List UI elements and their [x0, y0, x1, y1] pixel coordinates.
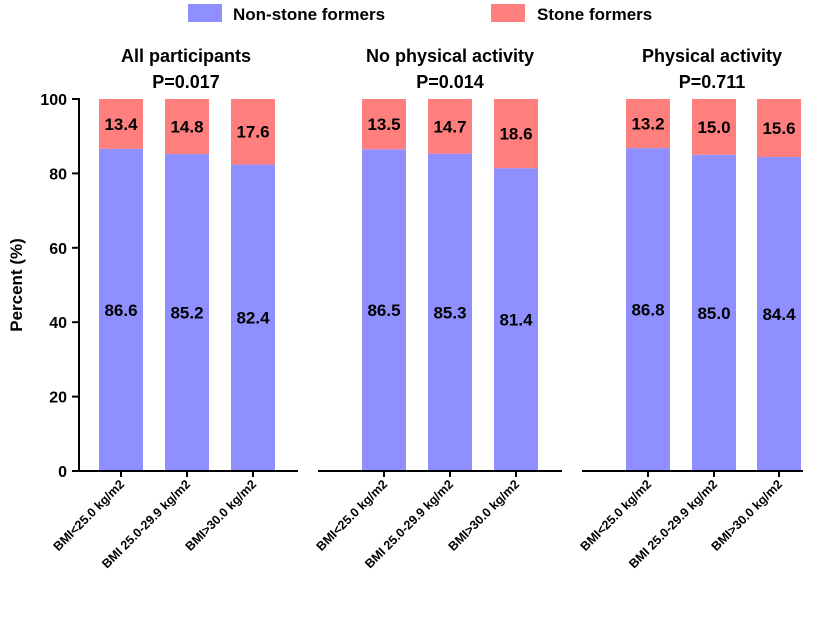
bar-non-stone — [757, 157, 801, 472]
x-tick-label: BMI<25.0 kg/m2 — [578, 477, 655, 554]
bar-non-stone — [362, 149, 406, 471]
bar-stone — [757, 99, 801, 158]
bar-non-stone — [692, 154, 736, 472]
group-title: All participants — [121, 46, 251, 66]
data-label-non-stone: 86.5 — [367, 301, 400, 320]
group-titles: All participants P=0.017 No physical activ… — [121, 46, 782, 92]
data-label-non-stone: 85.0 — [697, 304, 730, 323]
bar-stone — [428, 99, 472, 154]
data-label-stone: 15.0 — [697, 118, 730, 137]
bar-stone — [362, 99, 406, 150]
data-label-stone: 14.7 — [433, 117, 466, 136]
y-tick-label: 60 — [49, 241, 67, 258]
legend-label: Non-stone formers — [233, 5, 385, 24]
data-label-stone: 15.6 — [762, 119, 795, 138]
y-tick-label: 0 — [58, 464, 67, 481]
group-pvalue: P=0.017 — [152, 72, 220, 92]
group-title: Physical activity — [642, 46, 782, 66]
y-axis-title: Percent (%) — [7, 238, 26, 332]
data-label-non-stone: 85.3 — [433, 303, 466, 322]
bars: 86.6 13.4 85.2 14.8 82.4 17.6 86.5 13.5 85.3 14.7… — [99, 99, 801, 472]
data-label-stone: 13.2 — [631, 115, 664, 134]
bar-stone — [494, 99, 538, 169]
y-tick-label: 80 — [49, 166, 67, 183]
bar-stone — [99, 99, 143, 149]
y-tick-label: 20 — [49, 390, 67, 407]
bar-stone — [231, 99, 275, 165]
bar-non-stone — [99, 148, 143, 471]
data-label-non-stone: 84.4 — [762, 305, 796, 324]
data-label-non-stone: 86.6 — [104, 301, 137, 320]
bar-stone — [626, 99, 670, 149]
bar-stone — [165, 99, 209, 155]
x-tick-label: BMI<25.0 kg/m2 — [314, 477, 391, 554]
data-label-stone: 13.5 — [367, 115, 400, 134]
data-label-stone: 13.4 — [104, 115, 138, 134]
data-label-stone: 14.8 — [170, 118, 203, 137]
legend-swatch — [491, 4, 525, 22]
bar-stone — [692, 99, 736, 155]
data-label-non-stone: 86.8 — [631, 301, 664, 320]
bar-non-stone — [494, 168, 538, 471]
x-tick-label: BMI>30.0 kg/m2 — [709, 477, 786, 554]
group-pvalue: P=0.711 — [679, 72, 746, 92]
data-label-stone: 17.6 — [236, 123, 269, 142]
group-pvalue: P=0.014 — [416, 72, 484, 92]
bar-non-stone — [626, 148, 670, 471]
data-label-non-stone: 82.4 — [236, 309, 270, 328]
legend: Non-stone formers Stone formers — [188, 4, 652, 24]
x-tick-label: BMI<25.0 kg/m2 — [51, 477, 128, 554]
data-label-non-stone: 81.4 — [499, 311, 533, 330]
y-tick-label: 40 — [49, 315, 67, 332]
x-tick-label: BMI>30.0 kg/m2 — [183, 477, 260, 554]
y-tick-label: 100 — [40, 92, 67, 109]
group-title: No physical activity — [366, 46, 534, 66]
bar-non-stone — [165, 154, 209, 471]
x-tick-label: BMI>30.0 kg/m2 — [446, 477, 523, 554]
legend-swatch — [188, 4, 222, 22]
bar-non-stone — [428, 153, 472, 471]
bar-non-stone — [231, 164, 275, 472]
data-label-non-stone: 85.2 — [170, 304, 203, 323]
data-label-stone: 18.6 — [499, 125, 532, 144]
legend-label: Stone formers — [537, 5, 652, 24]
